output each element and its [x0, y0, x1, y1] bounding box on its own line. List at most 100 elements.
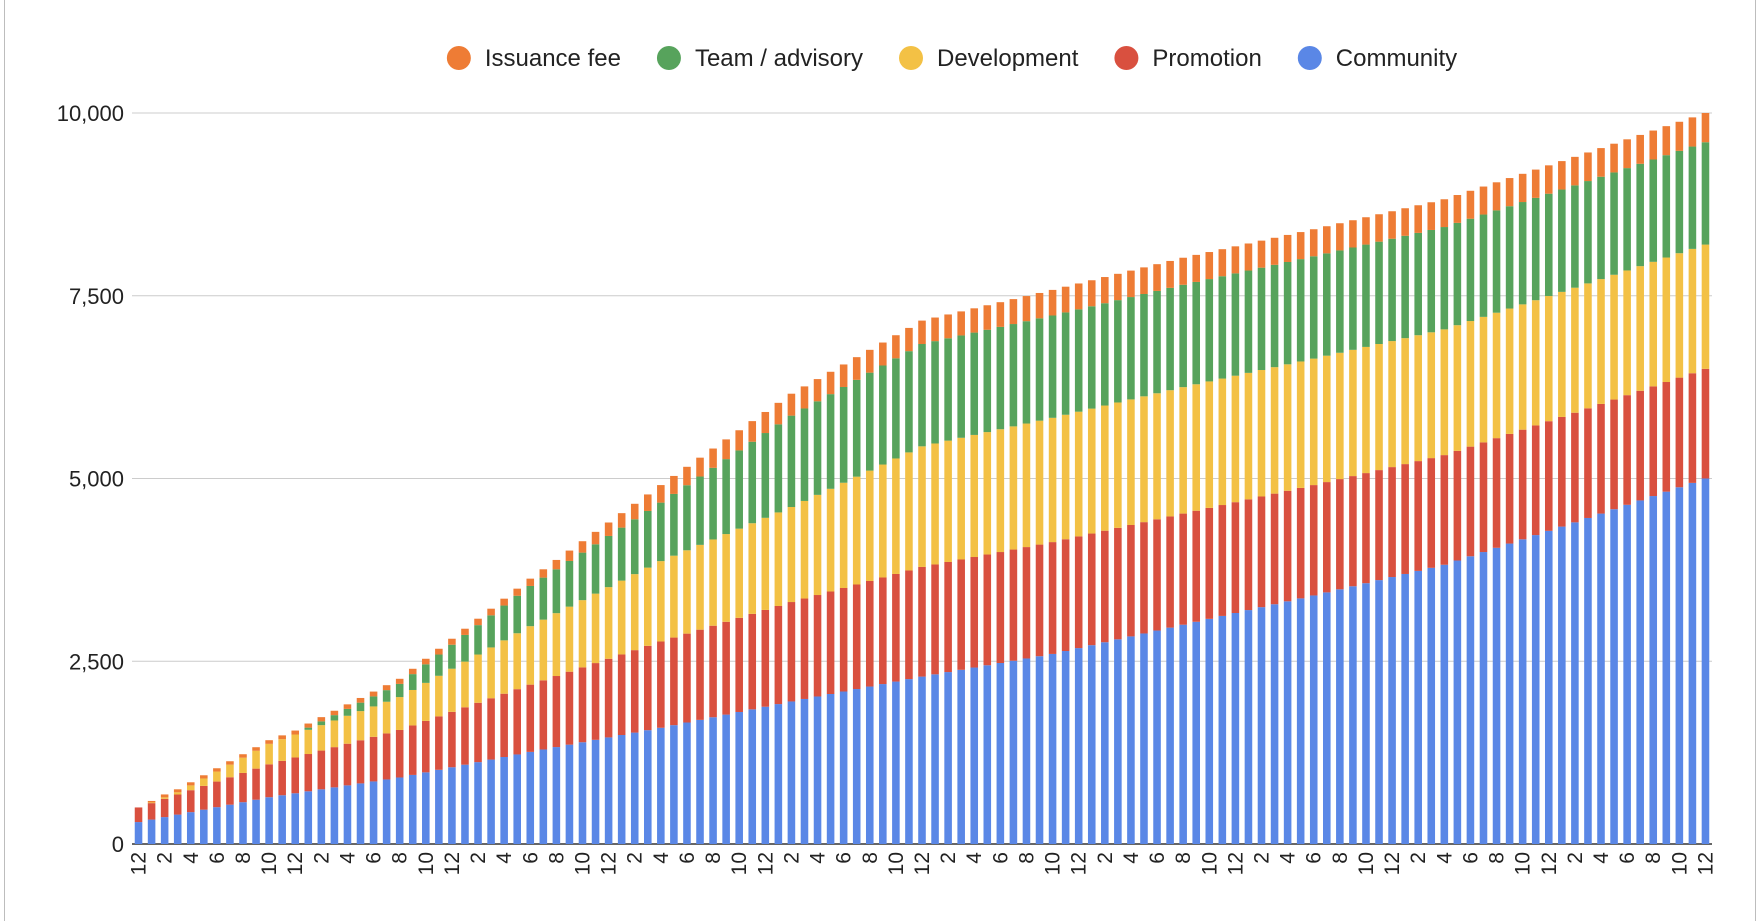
bar-segment-promotion: [435, 716, 443, 770]
x-tick-label: 6: [1616, 852, 1639, 864]
bar-segment-community: [474, 762, 482, 844]
legend-item[interactable]: Issuance fee: [446, 45, 621, 72]
bar-segment-promotion: [800, 598, 809, 699]
bar-segment-development: [1597, 279, 1605, 404]
x-tick-label: 4: [807, 852, 830, 864]
bar-segment-issuance-fee: [1270, 237, 1279, 265]
bar-segment-team-advisory: [1336, 250, 1344, 353]
bar-segment-development: [735, 528, 743, 618]
bar-segment-promotion: [1101, 530, 1109, 643]
x-axis: 12 2 4 6 8 10 12 2 4 6 8 10 12 2 4 6 8 10 12 2 4 6 8 10 12 2 4 6 8 10…: [128, 852, 1718, 876]
bar-segment-community: [526, 751, 535, 844]
bar-segment-promotion: [1388, 467, 1396, 578]
x-tick-label: 12: [128, 852, 151, 875]
bar-segment-development: [330, 720, 339, 748]
bar-segment-community: [1701, 478, 1710, 844]
bar-segment-development: [1257, 370, 1266, 497]
bar-segment-promotion: [226, 777, 234, 805]
x-tick-label: 12: [1694, 852, 1717, 875]
bar-segment-team-advisory: [1323, 253, 1331, 356]
bar-segment-issuance-fee: [382, 685, 391, 691]
x-tick-label: 10: [1512, 852, 1535, 875]
bar-segment-community: [382, 779, 391, 844]
bar-segment-community: [1649, 496, 1658, 844]
bar-segment-team-advisory: [1649, 159, 1658, 262]
legend-swatch: [1297, 46, 1322, 70]
bar-segment-development: [630, 574, 639, 651]
bar-segment-team-advisory: [1309, 256, 1318, 359]
bar-segment-promotion: [474, 702, 482, 763]
bar-segment-promotion: [839, 588, 848, 692]
bar-segment-issuance-fee: [1662, 126, 1671, 156]
legend-item[interactable]: Development: [898, 45, 1079, 72]
bar-segment-community: [278, 795, 286, 844]
bar-segment-community: [1257, 607, 1266, 844]
legend-label: Development: [937, 45, 1079, 72]
bar-segment-community: [1388, 577, 1396, 844]
bar-segment-issuance-fee: [513, 588, 521, 596]
bar-segment-community: [1231, 613, 1240, 844]
bar-segment-team-advisory: [1688, 146, 1697, 249]
bar-segment-development: [408, 689, 417, 726]
bar-segment-community: [852, 689, 861, 844]
y-tick-label: 5,000: [69, 467, 124, 492]
bar-segment-team-advisory: [578, 552, 587, 601]
bar-segment-team-advisory: [1362, 244, 1370, 347]
legend-label: Team / advisory: [695, 45, 863, 72]
bar-segment-development: [382, 701, 391, 734]
bar-segment-development: [1283, 364, 1292, 491]
bar-segment-promotion: [1662, 382, 1671, 492]
bar-segment-promotion: [722, 621, 730, 715]
bar-segment-development: [1414, 335, 1422, 462]
bar-segment-promotion: [604, 658, 613, 738]
bar-segment-community: [1675, 487, 1684, 844]
bar-segment-development: [1009, 426, 1018, 550]
bar-segment-development: [1205, 381, 1214, 508]
bar-segment-team-advisory: [1375, 241, 1383, 344]
bar-segment-team-advisory: [1597, 176, 1605, 280]
bar-segment-development: [539, 619, 548, 681]
bar-segment-team-advisory: [591, 544, 600, 594]
bar-segment-community: [226, 804, 234, 844]
bar-segment-issuance-fee: [591, 531, 600, 545]
x-tick-label: 12: [598, 852, 621, 875]
bar-segment-issuance-fee: [983, 305, 992, 330]
bar-segment-promotion: [1401, 464, 1409, 574]
bar-segment-team-advisory: [709, 467, 717, 540]
legend-item[interactable]: Team / advisory: [656, 45, 863, 72]
bar-segment-development: [1440, 329, 1449, 456]
bar-segment-community: [1623, 504, 1631, 844]
bar-segment-promotion: [1688, 373, 1697, 483]
bar-segment-issuance-fee: [604, 522, 613, 536]
bar-segment-issuance-fee: [147, 800, 156, 803]
legend-item[interactable]: Community: [1297, 45, 1457, 72]
bar-segment-issuance-fee: [265, 740, 273, 744]
x-tick-label: 6: [363, 852, 386, 864]
bar-segment-community: [1087, 645, 1096, 844]
bar-segment-development: [787, 507, 796, 603]
bar-segment-promotion: [395, 729, 404, 778]
bar-segment-promotion: [1022, 547, 1031, 659]
bar-segment-issuance-fee: [1505, 178, 1514, 207]
bar-segment-development: [1336, 352, 1344, 480]
bar-segment-development: [643, 567, 652, 646]
bar-segment-issuance-fee: [500, 598, 508, 606]
bar-segment-issuance-fee: [1179, 257, 1187, 285]
bar-segment-issuance-fee: [1688, 117, 1697, 147]
bar-segment-development: [526, 626, 535, 685]
bar-segment-team-advisory: [330, 715, 339, 721]
bar-segment-community: [1101, 642, 1109, 844]
bar-segment-team-advisory: [1479, 214, 1488, 317]
bar-segment-community: [369, 781, 378, 844]
bar-segment-issuance-fee: [1244, 243, 1253, 271]
bar-segment-team-advisory: [487, 615, 495, 648]
bar-segment-promotion: [343, 743, 352, 786]
bar-segment-promotion: [735, 617, 743, 712]
bar-segment-team-advisory: [787, 415, 796, 508]
bar-segment-promotion: [408, 725, 417, 775]
bar-segment-promotion: [657, 641, 665, 728]
bar-segment-issuance-fee: [578, 541, 587, 553]
legend-item[interactable]: Promotion: [1114, 45, 1262, 72]
bar-segment-community: [213, 807, 221, 844]
bar-segment-issuance-fee: [1518, 173, 1527, 203]
